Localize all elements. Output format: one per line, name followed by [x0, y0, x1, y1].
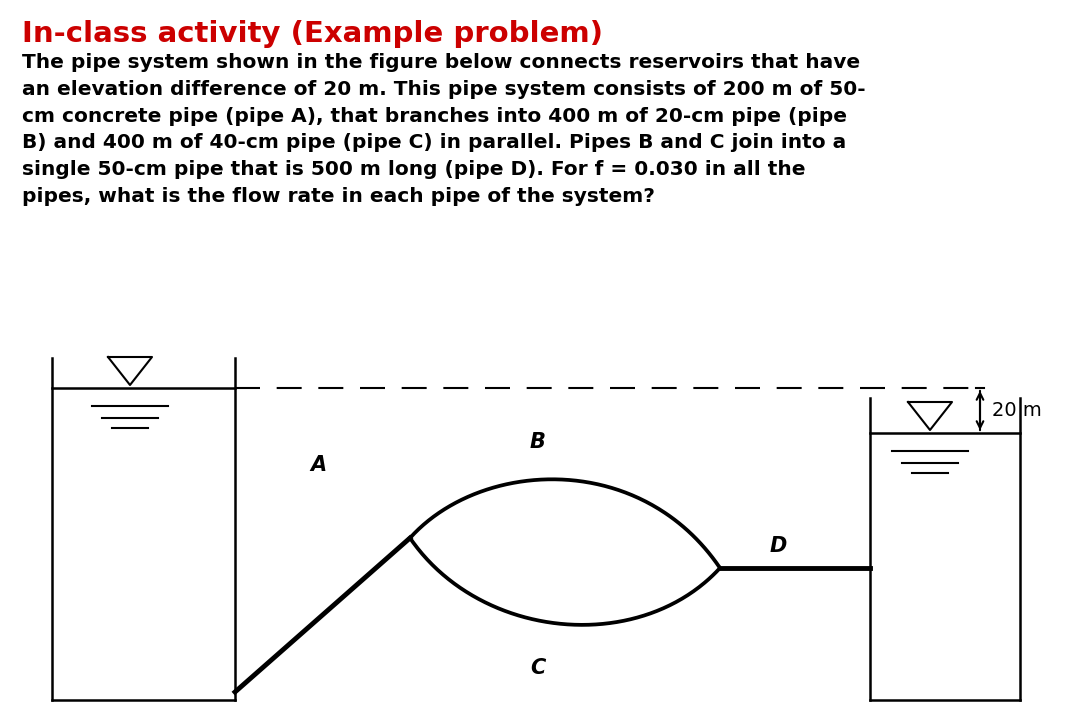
Text: D: D	[770, 536, 787, 556]
Text: 20 m: 20 m	[993, 401, 1042, 420]
Text: C: C	[530, 658, 545, 678]
Text: The pipe system shown in the figure below connects reservoirs that have
an eleva: The pipe system shown in the figure belo…	[22, 53, 866, 206]
Text: A: A	[310, 455, 326, 475]
Text: In-class activity (Example problem): In-class activity (Example problem)	[22, 20, 603, 48]
Text: B: B	[530, 432, 545, 452]
